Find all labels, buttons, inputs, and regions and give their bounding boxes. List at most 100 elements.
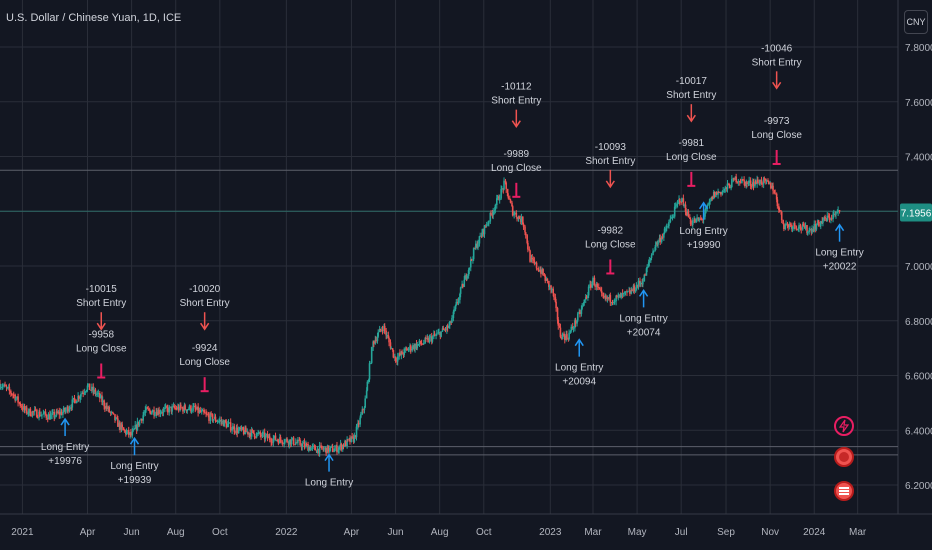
candle-body: [685, 211, 688, 216]
candle-body: [809, 229, 811, 231]
candle-body: [363, 407, 366, 410]
candle-body: [722, 190, 724, 192]
candle-body: [487, 222, 489, 226]
candle-body: [600, 289, 602, 291]
candle-body: [670, 217, 672, 219]
candle-body: [506, 188, 509, 197]
candle-body: [147, 408, 150, 410]
candle-body: [708, 201, 711, 205]
candle-body: [772, 185, 774, 191]
candle-body: [795, 226, 797, 229]
candle-body: [639, 280, 641, 284]
candle-body: [388, 338, 390, 343]
candle-body: [472, 248, 475, 260]
candle-body: [622, 293, 625, 295]
candle-body: [88, 383, 91, 391]
candle-body: [759, 179, 761, 185]
candle-body: [466, 275, 468, 279]
candle-body: [494, 205, 497, 211]
candle-body: [14, 394, 16, 401]
candle-body: [689, 218, 692, 224]
long-entry-arrow-head: [834, 223, 845, 232]
candle-body: [20, 406, 23, 408]
candle-body: [797, 228, 800, 230]
candle-body: [188, 405, 191, 410]
candle-body: [468, 267, 471, 271]
candle-body: [800, 228, 803, 230]
short-entry-arrow-head: [511, 120, 521, 129]
candle-body: [53, 412, 56, 418]
candle-body: [210, 413, 212, 415]
candle-body: [65, 409, 67, 412]
candle-body: [331, 446, 334, 452]
flag-icon[interactable]: [834, 481, 854, 501]
candle-body: [78, 396, 80, 399]
candle-body: [25, 407, 28, 414]
candle-body: [492, 211, 494, 216]
long-entry-arrow-head: [60, 417, 70, 426]
candle-body: [673, 206, 676, 217]
candle-body: [2, 385, 4, 387]
candle-body: [798, 224, 800, 229]
candle-body: [80, 393, 82, 397]
chart-title: U.S. Dollar / Chinese Yuan, 1D, ICE: [6, 12, 182, 24]
candle-body: [676, 204, 678, 206]
candle-body: [207, 414, 210, 416]
candle-body: [684, 204, 687, 212]
candle-body: [590, 284, 592, 288]
candle-body: [353, 435, 356, 443]
candle-body: [683, 204, 685, 206]
candle-body: [520, 216, 523, 223]
short-entry-arrow-head: [772, 81, 782, 90]
candle-body: [817, 220, 820, 224]
candle-body: [733, 178, 735, 180]
y-tick-label: 6.4000: [905, 426, 932, 437]
candle-body: [187, 409, 190, 411]
candle-body: [448, 325, 450, 328]
candle-body: [381, 329, 384, 331]
candle-body: [357, 423, 359, 427]
candle-body: [773, 190, 776, 194]
signal-label: -10020: [189, 284, 221, 295]
candle-body: [342, 444, 345, 447]
candle-body: [203, 412, 206, 414]
candle-body: [495, 198, 498, 206]
candle-body: [454, 305, 457, 310]
candle-body: [412, 345, 414, 349]
x-tick-label: 2024: [803, 527, 826, 538]
candle-body: [514, 212, 516, 214]
candle-body: [548, 280, 550, 287]
candle-body: [368, 363, 371, 380]
record-icon[interactable]: [834, 447, 854, 467]
candle-body: [338, 446, 340, 450]
candle-body: [294, 444, 296, 446]
candle-body: [765, 180, 768, 182]
candle-body: [226, 423, 229, 428]
candle-body: [21, 407, 24, 410]
candle-body: [558, 325, 561, 328]
candle-body: [103, 400, 105, 407]
candle-body: [730, 187, 732, 189]
signal-label: Long Entry: [555, 363, 603, 374]
lightning-icon[interactable]: [834, 416, 854, 436]
candle-body: [237, 429, 240, 434]
candle-body: [799, 224, 802, 229]
candle-body: [488, 221, 490, 223]
long-entry-arrow-head: [574, 338, 584, 347]
candle-body: [548, 285, 551, 287]
x-tick-label: 2021: [11, 527, 34, 538]
candle-body: [229, 422, 232, 431]
candle-body: [600, 290, 603, 294]
candle-body: [195, 408, 197, 410]
candle-body: [509, 199, 512, 203]
y-tick-label: 7.0000: [905, 262, 932, 273]
candle-body: [431, 336, 434, 342]
candle-body: [724, 187, 727, 190]
candle-body: [481, 229, 484, 237]
candle-body: [357, 423, 360, 425]
candle-body: [365, 390, 368, 399]
candle-body: [607, 297, 609, 299]
currency-button[interactable]: CNY: [904, 10, 928, 34]
